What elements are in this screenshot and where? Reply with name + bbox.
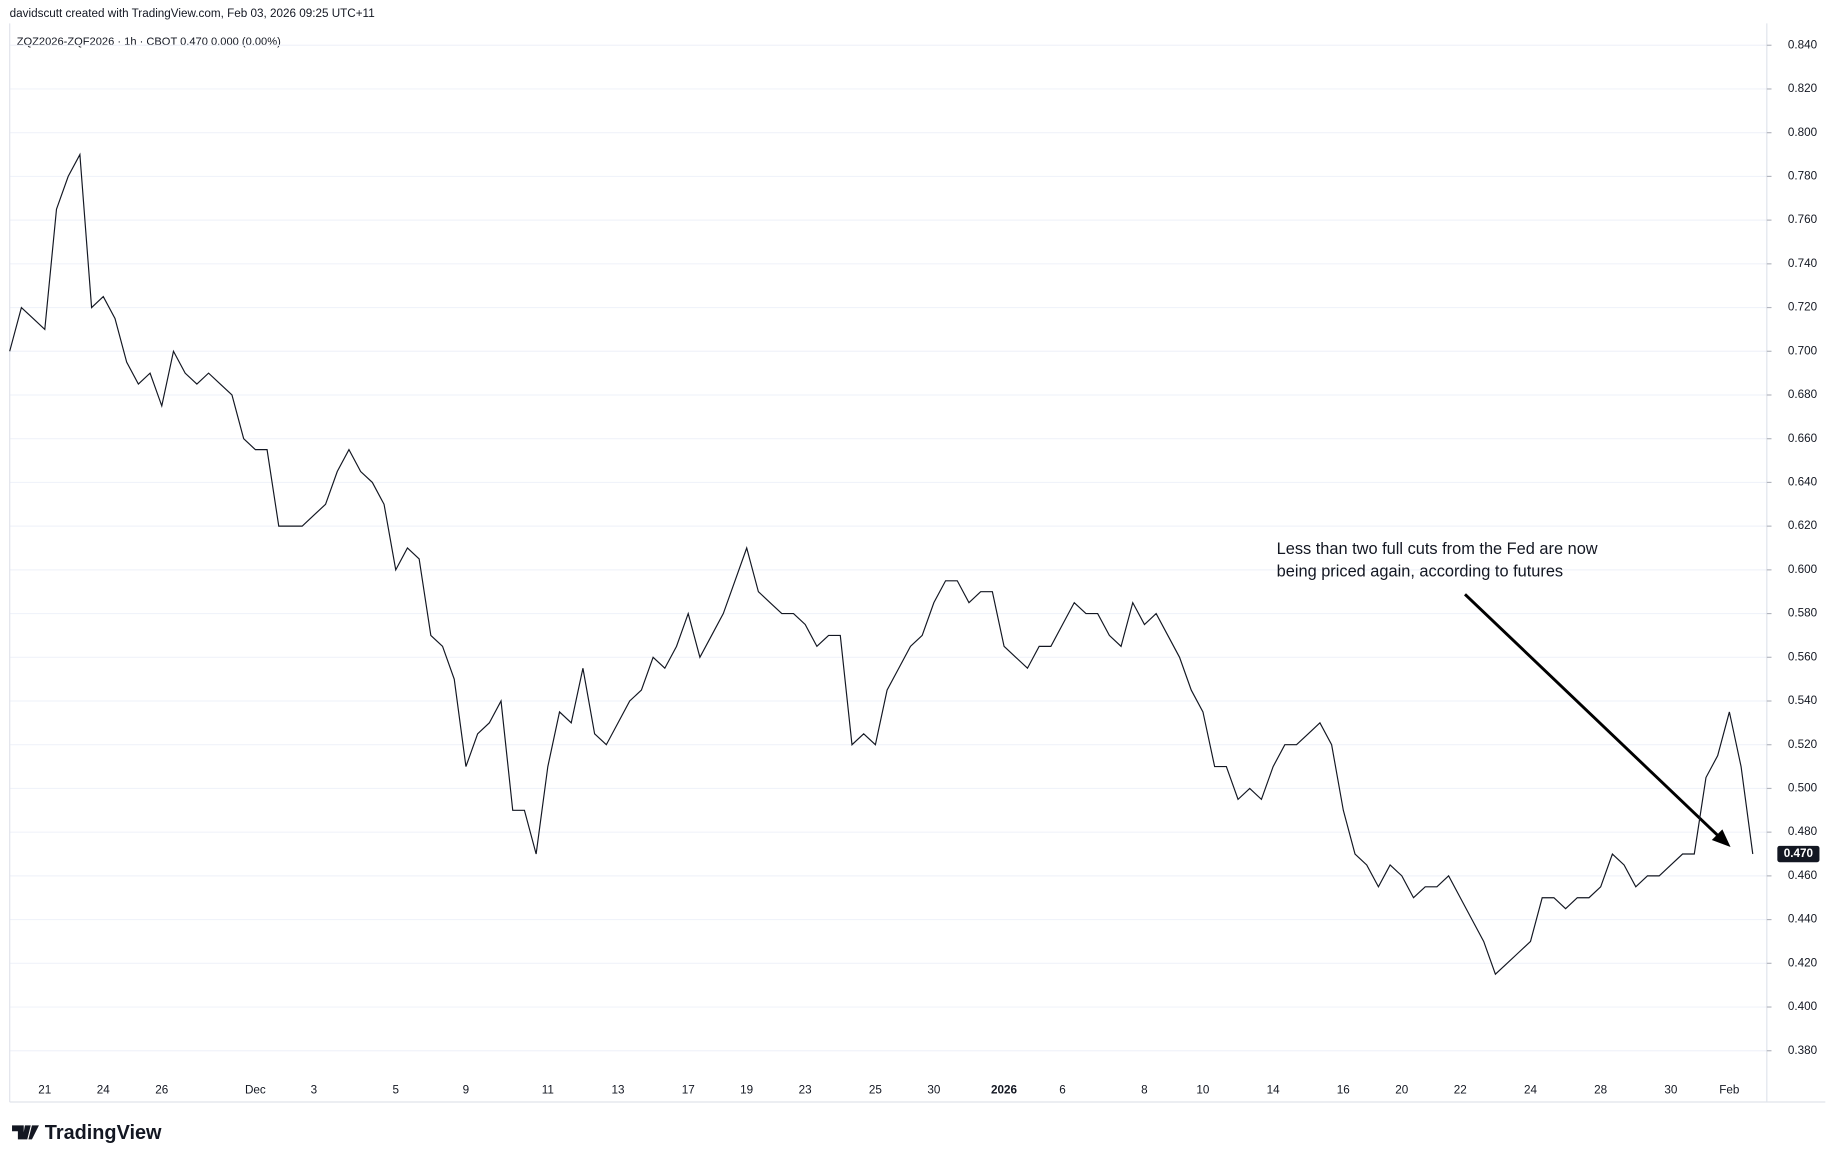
symbol-legend: ZQZ2026-ZQF2026 · 1h · CBOT 0.470 0.000 …: [17, 36, 281, 48]
y-tick-label: 0.780: [1788, 169, 1818, 182]
x-tick-label: Dec: [245, 1083, 266, 1096]
y-tick-label: 0.700: [1788, 344, 1818, 357]
y-tick-label: 0.560: [1788, 650, 1818, 663]
attribution: davidscutt created with TradingView.com,…: [10, 7, 375, 20]
x-tick-label: 22: [1454, 1083, 1467, 1096]
y-tick-label: 0.660: [1788, 432, 1818, 445]
logo-text: TradingView: [45, 1122, 162, 1144]
logo: TradingView: [12, 1122, 162, 1144]
x-tick-label: 20: [1395, 1083, 1409, 1096]
y-tick-label: 0.600: [1788, 563, 1818, 576]
y-tick-label: 0.400: [1788, 1000, 1818, 1013]
annotation-arrow: [1463, 593, 1722, 839]
y-tick-label: 0.620: [1788, 519, 1818, 532]
x-tick-label: 23: [799, 1083, 812, 1096]
y-tick-label: 0.640: [1788, 476, 1818, 489]
annotation: Less than two full cuts from the Fed are…: [1277, 540, 1598, 558]
y-tick-label: 0.420: [1788, 956, 1818, 969]
x-tick-label: 5: [392, 1083, 399, 1096]
annotation: being priced again, according to futures: [1277, 562, 1563, 580]
x-tick-label: 11: [542, 1083, 554, 1096]
last-price-badge: [1777, 845, 1820, 863]
y-tick-label: 0.580: [1788, 607, 1818, 620]
y-tick-label: 0.720: [1788, 301, 1818, 314]
x-tick-label: 24: [97, 1083, 111, 1096]
x-tick-label: 28: [1594, 1083, 1607, 1096]
y-tick-label: 0.840: [1788, 38, 1818, 51]
x-tick-label: 9: [463, 1083, 470, 1096]
x-tick-label: Feb: [1719, 1083, 1740, 1096]
x-tick-label: 25: [869, 1083, 882, 1096]
y-tick-label: 0.440: [1788, 913, 1818, 926]
y-tick-label: 0.480: [1788, 825, 1818, 838]
x-tick-label: 8: [1141, 1083, 1148, 1096]
y-tick-label: 0.740: [1788, 257, 1818, 270]
x-tick-label: 14: [1267, 1083, 1280, 1096]
x-tick-label: 26: [155, 1083, 168, 1096]
y-tick-label: 0.680: [1788, 388, 1818, 401]
x-tick-label: 6: [1059, 1083, 1066, 1096]
x-tick-label: 16: [1337, 1083, 1350, 1096]
x-tick-label: 21: [38, 1083, 51, 1096]
y-tick-label: 0.520: [1788, 738, 1818, 751]
x-tick-label: 13: [612, 1083, 625, 1096]
x-tick-label: 2026: [991, 1083, 1018, 1096]
x-tick-label: 10: [1196, 1083, 1210, 1096]
y-tick-label: 0.380: [1788, 1044, 1818, 1057]
x-tick-label: 24: [1524, 1083, 1538, 1096]
x-tick-label: 3: [311, 1083, 318, 1096]
price-line: [9, 152, 1754, 976]
annotation-arrowhead: [1711, 829, 1731, 847]
x-tick-label: 30: [927, 1083, 941, 1096]
y-tick-label: 0.500: [1788, 782, 1818, 795]
logo-icon: [12, 1125, 39, 1140]
x-tick-label: 30: [1664, 1083, 1678, 1096]
x-tick-label: 17: [682, 1083, 695, 1096]
x-tick-label: 19: [740, 1083, 753, 1096]
y-tick-label: 0.820: [1788, 82, 1818, 95]
y-tick-label: 0.540: [1788, 694, 1818, 707]
y-tick-label: 0.800: [1788, 126, 1818, 139]
y-tick-label: 0.460: [1788, 869, 1818, 882]
last-price-label: 0.470: [1784, 847, 1814, 860]
y-tick-label: 0.760: [1788, 213, 1818, 226]
